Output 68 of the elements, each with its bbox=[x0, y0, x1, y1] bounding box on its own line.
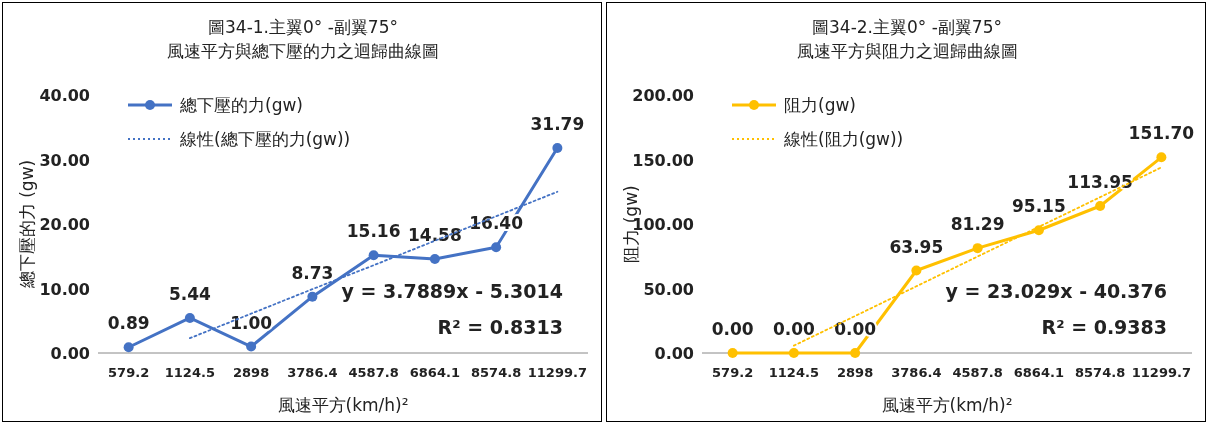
y-tick-label: 150.00 bbox=[632, 150, 694, 170]
data-label: 0.00 bbox=[711, 319, 754, 339]
y-tick-label: 20.00 bbox=[39, 215, 90, 234]
legend-label: 線性(總下壓的力(gw)) bbox=[179, 129, 351, 149]
data-label: 95.15 bbox=[1011, 196, 1066, 217]
point bbox=[972, 243, 983, 254]
data-label: 113.95 bbox=[1067, 172, 1133, 192]
chart-title: 圖34-2.主翼0° -副翼75° bbox=[812, 17, 1002, 37]
point bbox=[911, 265, 922, 276]
x-tick-label: 4587.8 bbox=[348, 365, 399, 380]
x-tick-label: 2898 bbox=[837, 365, 874, 380]
legend-label: 線性(阻力(gw)) bbox=[783, 129, 904, 149]
y-tick-label: 40.00 bbox=[39, 86, 90, 105]
annotation: y = 3.7889x - 5.3014 bbox=[341, 280, 563, 302]
data-label: 151.70 bbox=[1128, 123, 1195, 144]
point bbox=[368, 250, 379, 261]
x-tick-label: 6864.1 bbox=[1013, 365, 1064, 380]
data-label: 1.00 bbox=[230, 312, 273, 333]
point bbox=[1095, 201, 1106, 212]
x-tick-label: 6864.1 bbox=[409, 365, 460, 380]
y-tick-label: 200.00 bbox=[632, 86, 694, 105]
x-tick-label: 11299.7 bbox=[1131, 365, 1191, 380]
data-label: 63.95 bbox=[889, 236, 944, 257]
point bbox=[850, 348, 861, 358]
x-tick-label: 4587.8 bbox=[952, 365, 1003, 380]
data-label: 8.73 bbox=[291, 262, 334, 283]
point bbox=[246, 341, 257, 352]
point bbox=[1156, 152, 1167, 163]
x-tick-label: 11299.7 bbox=[527, 365, 587, 380]
x-tick-label: 1124.5 bbox=[768, 365, 819, 380]
point bbox=[123, 342, 134, 353]
x-axis-title: 風速平方(km/h)² bbox=[881, 395, 1013, 415]
data-label: 5.44 bbox=[168, 283, 212, 304]
data-label: 0.89 bbox=[107, 313, 150, 334]
x-tick-label: 8574.8 bbox=[471, 365, 522, 380]
point bbox=[788, 348, 799, 358]
data-label: 15.16 bbox=[346, 221, 401, 242]
data-label: 81.29 bbox=[950, 214, 1005, 235]
x-axis-title: 風速平方(km/h)² bbox=[277, 395, 409, 415]
chart-subtitle: 風速平方與總下壓的力之迴歸曲線圖 bbox=[167, 41, 439, 61]
legend-label: 阻力(gw) bbox=[784, 95, 856, 115]
x-tick-label: 3786.4 bbox=[891, 365, 942, 380]
point bbox=[184, 312, 195, 323]
y-tick-label: 10.00 bbox=[39, 279, 90, 299]
point bbox=[491, 242, 502, 253]
x-tick-label: 2898 bbox=[233, 365, 270, 380]
point bbox=[727, 348, 738, 358]
y-tick-label: 30.00 bbox=[39, 150, 90, 170]
data-label: 31.79 bbox=[530, 113, 585, 134]
x-tick-label: 8574.8 bbox=[1075, 365, 1126, 380]
y-tick-label: 0.00 bbox=[654, 344, 694, 363]
data-label: 0.00 bbox=[772, 319, 816, 339]
legend-label: 總下壓的力(gw) bbox=[179, 95, 303, 115]
chart-subtitle: 風速平方與阻力之迴歸曲線圖 bbox=[796, 41, 1018, 61]
point bbox=[307, 291, 318, 302]
y-tick-label: 0.00 bbox=[50, 344, 90, 363]
x-tick-label: 3786.4 bbox=[287, 365, 338, 380]
y-axis-title: 總下壓的力 (gw) bbox=[17, 159, 37, 290]
x-tick-label: 579.2 bbox=[108, 365, 150, 380]
point bbox=[429, 253, 440, 264]
y-tick-label: 50.00 bbox=[643, 279, 694, 299]
annotation: R² = 0.8313 bbox=[437, 316, 563, 338]
annotation: R² = 0.9383 bbox=[1041, 316, 1167, 338]
point bbox=[552, 142, 563, 153]
annotation: y = 23.029x - 40.376 bbox=[945, 280, 1167, 302]
x-tick-label: 1124.5 bbox=[164, 365, 215, 380]
chart-title: 圖34-1.主翼0° -副翼75° bbox=[208, 17, 398, 37]
x-tick-label: 579.2 bbox=[712, 365, 754, 380]
